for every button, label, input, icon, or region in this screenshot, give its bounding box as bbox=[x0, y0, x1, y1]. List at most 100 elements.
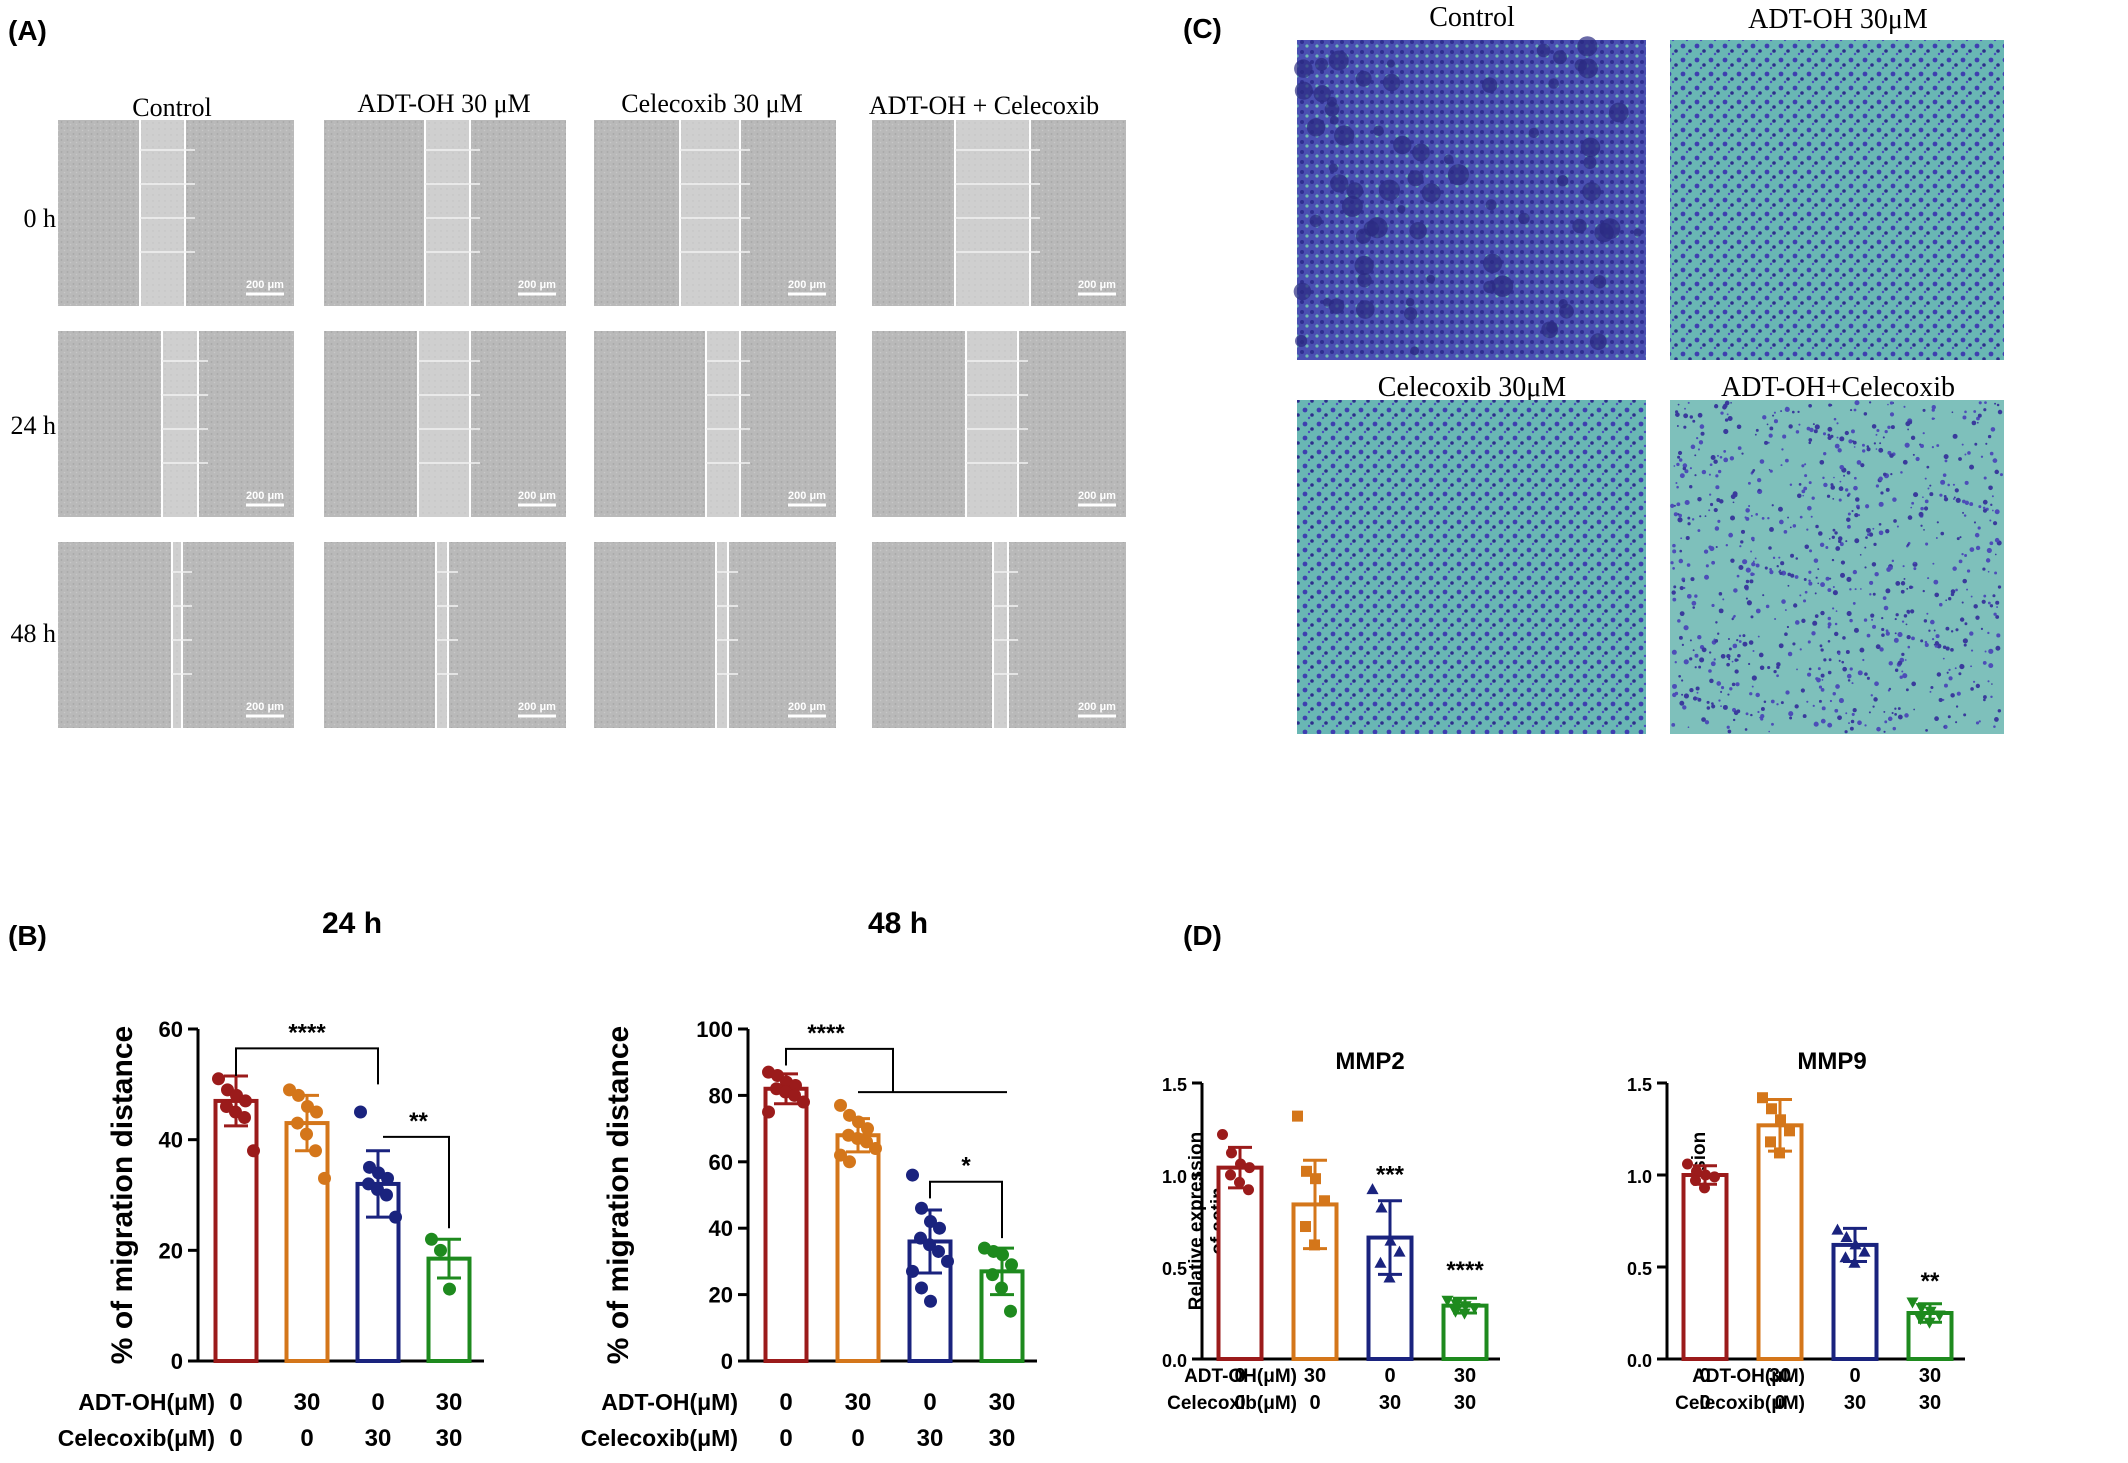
stained-cell bbox=[1911, 636, 1915, 641]
stained-cell bbox=[1807, 505, 1812, 511]
stained-cell bbox=[1768, 730, 1770, 733]
data-point bbox=[762, 1105, 775, 1119]
stained-cell bbox=[1978, 505, 1982, 509]
stained-cell bbox=[1832, 528, 1836, 532]
stained-cell bbox=[1977, 413, 1982, 418]
stained-cell bbox=[1956, 691, 1961, 696]
scale-bar-label: 200 μm bbox=[518, 490, 556, 502]
stained-cell bbox=[1873, 542, 1877, 547]
stained-cell bbox=[1755, 563, 1760, 568]
stained-cell bbox=[1845, 712, 1848, 715]
y-tick-label: 0.5 bbox=[1627, 1259, 1652, 1279]
stained-cell bbox=[1874, 572, 1879, 577]
scale-bar-label: 200 μm bbox=[1078, 490, 1116, 502]
stained-cell bbox=[1974, 532, 1980, 538]
data-point bbox=[300, 1127, 313, 1141]
y-tick-label: 0.0 bbox=[1627, 1351, 1652, 1371]
stained-cell bbox=[1864, 546, 1867, 549]
stained-cell bbox=[1963, 514, 1967, 517]
stained-cell bbox=[1832, 607, 1835, 610]
data-point bbox=[380, 1188, 393, 1202]
stained-cell-cluster bbox=[1410, 346, 1420, 356]
stained-cell-cluster bbox=[1334, 125, 1355, 146]
y-tick-label: 20 bbox=[709, 1283, 733, 1308]
stained-cell bbox=[1698, 440, 1704, 445]
stained-cell bbox=[1885, 588, 1891, 594]
stained-cell bbox=[1833, 476, 1835, 479]
stained-cell bbox=[1708, 669, 1712, 673]
stained-cell bbox=[1884, 430, 1888, 434]
stained-cell bbox=[1868, 711, 1871, 714]
stained-cell bbox=[1948, 668, 1951, 671]
stained-cell bbox=[1748, 505, 1751, 508]
stained-cell bbox=[1689, 687, 1694, 693]
stained-cell bbox=[1994, 717, 1999, 722]
stained-cell bbox=[1872, 527, 1875, 530]
stained-cell bbox=[1723, 428, 1729, 435]
stained-cell bbox=[1716, 681, 1722, 686]
stained-cell bbox=[1689, 415, 1694, 419]
stained-cell bbox=[1681, 679, 1684, 682]
stained-cell bbox=[1694, 594, 1698, 598]
stained-cell bbox=[1875, 433, 1878, 436]
stained-cell bbox=[1873, 442, 1876, 445]
stained-cell bbox=[1687, 516, 1691, 520]
stained-cell-cluster bbox=[1589, 333, 1607, 351]
stained-cell bbox=[1717, 469, 1722, 474]
stained-cell bbox=[1946, 671, 1949, 674]
data-point bbox=[915, 1281, 928, 1295]
stained-cell bbox=[1854, 588, 1857, 591]
stained-cell bbox=[1746, 600, 1752, 606]
stained-cell bbox=[1992, 521, 1998, 526]
stained-cell bbox=[1851, 509, 1854, 513]
stained-cell bbox=[1966, 569, 1971, 573]
stained-cell bbox=[1745, 508, 1750, 513]
stained-cell bbox=[1940, 479, 1946, 485]
stained-cell bbox=[1717, 632, 1720, 635]
stained-cell bbox=[1832, 586, 1835, 589]
stained-cell bbox=[1736, 639, 1739, 642]
stained-cell bbox=[1980, 627, 1984, 630]
data-point bbox=[238, 1111, 251, 1125]
stained-cell bbox=[1677, 455, 1681, 459]
stained-cell bbox=[1742, 634, 1746, 638]
stained-cell bbox=[1849, 618, 1853, 623]
data-point bbox=[1384, 1234, 1397, 1246]
stained-cell bbox=[1768, 468, 1771, 471]
data-point bbox=[1709, 1171, 1720, 1183]
stained-cell bbox=[1692, 696, 1698, 701]
stained-cell bbox=[1848, 722, 1850, 725]
stained-cell bbox=[1993, 725, 1996, 728]
stained-cell bbox=[1933, 417, 1936, 420]
stained-cell bbox=[1943, 683, 1948, 688]
stained-cell bbox=[1689, 657, 1693, 661]
stained-cell bbox=[1682, 463, 1688, 468]
stained-cell bbox=[1683, 693, 1690, 699]
stained-cell bbox=[1878, 530, 1884, 536]
stained-cell bbox=[1845, 540, 1848, 543]
stained-cell bbox=[1819, 542, 1825, 548]
stained-cell bbox=[1780, 464, 1783, 467]
stained-cell bbox=[1754, 433, 1757, 436]
stained-cell bbox=[1894, 707, 1897, 710]
stained-cell bbox=[1821, 679, 1824, 681]
data-point bbox=[1450, 1299, 1463, 1311]
stained-cell bbox=[1850, 719, 1855, 724]
stained-cell bbox=[1924, 499, 1929, 504]
stained-cell bbox=[1876, 726, 1881, 732]
stained-cell bbox=[1851, 682, 1854, 685]
stained-cell bbox=[1682, 705, 1687, 710]
stained-cell bbox=[1958, 672, 1962, 676]
stained-cell bbox=[1682, 466, 1687, 471]
stained-cell bbox=[1962, 638, 1968, 644]
stained-cell bbox=[1900, 471, 1903, 474]
scale-bar-label: 200 μm bbox=[788, 701, 826, 713]
stained-cell bbox=[1931, 405, 1936, 410]
stained-cell bbox=[1724, 418, 1729, 422]
adt-dose: 0 bbox=[923, 1389, 936, 1416]
stained-cell bbox=[1678, 458, 1683, 462]
stained-cell bbox=[1982, 567, 1986, 571]
stained-cell bbox=[1778, 519, 1784, 525]
stained-cell bbox=[1785, 690, 1790, 695]
stained-cell bbox=[1787, 653, 1790, 655]
